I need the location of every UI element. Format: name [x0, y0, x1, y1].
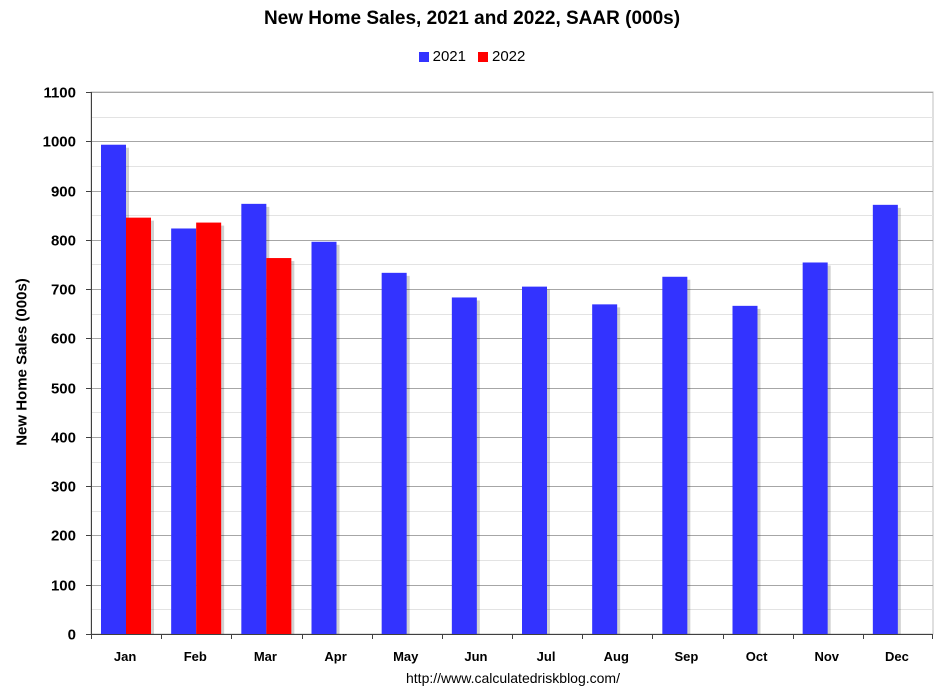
x-tick-label: Apr — [324, 649, 346, 664]
legend-label-2022: 2022 — [492, 48, 526, 65]
y-tick-label: 500 — [51, 381, 76, 398]
x-tick-label: Oct — [746, 649, 768, 664]
legend: 2021 2022 — [0, 48, 944, 65]
source-note: http://www.calculatedriskblog.com/ — [406, 670, 620, 686]
bar-2022-jan — [126, 217, 151, 635]
y-tick-label: 800 — [51, 233, 76, 250]
x-tick-label: Aug — [604, 649, 629, 664]
bar-2021-aug — [592, 304, 618, 634]
y-tick-label: 200 — [51, 528, 76, 545]
y-tick-label: 1000 — [43, 134, 76, 151]
y-tick-label: 600 — [51, 331, 76, 348]
legend-label-2021: 2021 — [432, 48, 466, 65]
chart-title: New Home Sales, 2021 and 2022, SAAR (000… — [263, 8, 681, 29]
x-tick-label: May — [393, 649, 419, 664]
bar-2021-may — [381, 272, 407, 634]
y-tick-label: 700 — [51, 282, 76, 299]
bar-2022-feb — [196, 222, 222, 634]
x-tick-label: Jul — [537, 649, 556, 664]
bar-2021-nov — [802, 262, 828, 634]
y-tick-label: 300 — [51, 479, 76, 496]
x-tick-label: Feb — [184, 649, 207, 664]
legend-swatch-2022 — [478, 51, 488, 62]
bar-2021-dec — [872, 204, 898, 635]
x-tick-label: Sep — [674, 649, 698, 664]
x-tick-label: Dec — [885, 649, 909, 664]
bar-2021-jun — [451, 297, 477, 634]
bar-2021-jan — [101, 144, 126, 635]
x-tick-label: Mar — [254, 649, 277, 664]
y-tick-label: 900 — [51, 184, 76, 201]
bar-2021-feb — [171, 228, 197, 634]
legend-item-2022: 2022 — [478, 48, 525, 65]
bar-2021-mar — [241, 203, 267, 634]
y-tick-label: 1100 — [43, 85, 76, 102]
bar-2021-jul — [522, 286, 547, 634]
x-tick-label: Nov — [814, 649, 839, 664]
x-tick-label: Jun — [464, 649, 487, 664]
x-tick-label: Jan — [114, 649, 136, 664]
bar-2021-oct — [732, 305, 758, 634]
legend-swatch-2021 — [418, 51, 429, 62]
bar-2022-mar — [266, 258, 292, 634]
bar-2021-apr — [311, 241, 337, 634]
legend-item-2021: 2021 — [418, 48, 466, 65]
bar-2021-sep — [662, 276, 688, 634]
y-tick-label: 0 — [68, 627, 76, 644]
y-tick-label: 400 — [51, 430, 76, 447]
y-tick-label: 100 — [51, 578, 76, 595]
